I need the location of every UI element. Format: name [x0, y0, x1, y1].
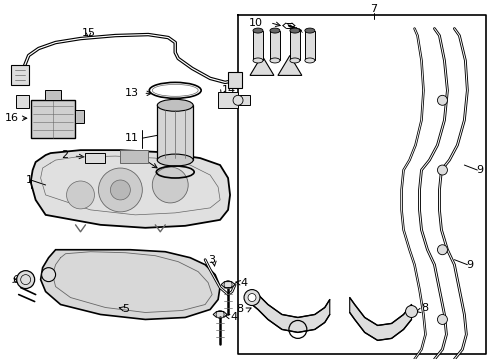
Text: 9: 9 — [465, 260, 472, 270]
Bar — [16, 95, 29, 108]
Polygon shape — [249, 55, 273, 75]
Bar — [269, 31, 279, 60]
Circle shape — [110, 180, 130, 200]
Text: 9: 9 — [475, 165, 482, 175]
Polygon shape — [221, 282, 235, 288]
Bar — [289, 31, 299, 60]
Bar — [74, 110, 84, 123]
Text: 3: 3 — [208, 255, 215, 265]
Text: 1: 1 — [25, 175, 33, 185]
Polygon shape — [213, 311, 226, 318]
Ellipse shape — [289, 28, 299, 33]
Ellipse shape — [289, 58, 299, 63]
Bar — [238, 95, 249, 105]
Bar — [31, 100, 74, 138]
Bar — [120, 150, 148, 163]
Circle shape — [247, 293, 255, 302]
Circle shape — [244, 289, 260, 306]
Text: 14: 14 — [222, 85, 236, 95]
Text: 4: 4 — [240, 278, 246, 288]
Circle shape — [233, 95, 243, 105]
Circle shape — [437, 245, 447, 255]
Ellipse shape — [269, 58, 279, 63]
Polygon shape — [277, 55, 301, 75]
Circle shape — [437, 95, 447, 105]
Polygon shape — [251, 289, 329, 332]
Text: 13: 13 — [124, 88, 138, 98]
Ellipse shape — [252, 58, 263, 63]
Circle shape — [41, 268, 56, 282]
Text: 8: 8 — [421, 302, 428, 312]
Ellipse shape — [157, 99, 193, 111]
Bar — [44, 90, 61, 100]
Text: 11: 11 — [124, 133, 138, 143]
Text: 15: 15 — [81, 28, 95, 37]
Circle shape — [66, 181, 94, 209]
Text: 4: 4 — [229, 312, 237, 323]
Polygon shape — [41, 250, 220, 319]
Ellipse shape — [269, 28, 279, 33]
Text: 10: 10 — [248, 18, 263, 28]
Text: 5: 5 — [122, 305, 129, 315]
Ellipse shape — [304, 58, 314, 63]
Text: 7: 7 — [369, 4, 376, 14]
Text: 6: 6 — [13, 275, 20, 285]
Bar — [85, 153, 105, 163]
Ellipse shape — [157, 154, 193, 166]
Text: 8: 8 — [235, 305, 243, 315]
Bar — [218, 92, 238, 108]
Text: 12: 12 — [126, 153, 140, 163]
Circle shape — [437, 315, 447, 324]
Polygon shape — [31, 150, 229, 228]
Circle shape — [98, 168, 142, 212]
Circle shape — [405, 306, 417, 318]
Circle shape — [437, 165, 447, 175]
Text: 16: 16 — [5, 113, 19, 123]
Ellipse shape — [252, 28, 263, 33]
Bar — [304, 31, 314, 60]
Bar — [227, 72, 242, 88]
Bar — [11, 66, 29, 85]
Circle shape — [17, 271, 35, 289]
Ellipse shape — [304, 28, 314, 33]
Bar — [157, 105, 193, 160]
Text: 2: 2 — [61, 150, 68, 160]
Polygon shape — [349, 298, 411, 340]
Bar — [252, 31, 263, 60]
Circle shape — [152, 167, 188, 203]
